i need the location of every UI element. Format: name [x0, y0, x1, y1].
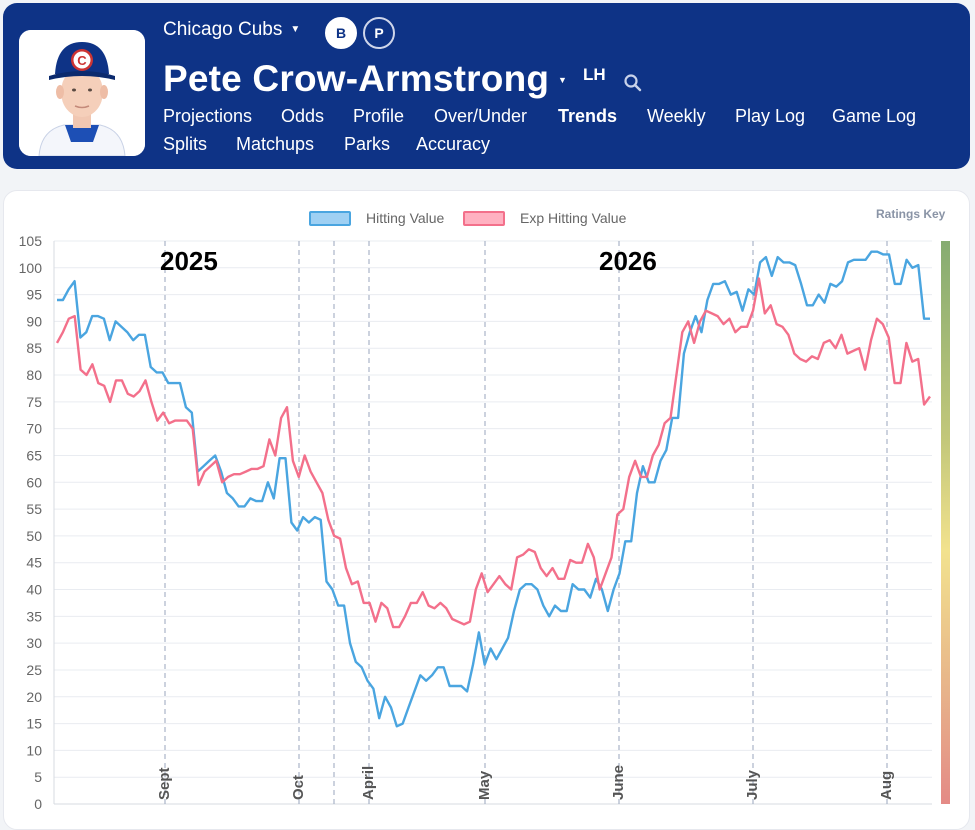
team-selector[interactable]: Chicago Cubs ▼ — [163, 19, 300, 41]
y-tick-label: 60 — [26, 474, 42, 490]
y-tick-label: 15 — [26, 716, 42, 732]
player-headshot: C — [19, 30, 145, 156]
y-tick-label: 80 — [26, 367, 42, 383]
y-tick-label: 40 — [26, 582, 42, 598]
pitcher-badge[interactable]: P — [363, 17, 395, 49]
tab-trends[interactable]: Trends — [558, 106, 618, 126]
legend-swatch-exp — [463, 211, 505, 226]
y-tick-label: 100 — [19, 260, 43, 276]
y-tick-label: 0 — [34, 796, 42, 812]
tab-play-log[interactable]: Play Log — [735, 106, 806, 126]
series-line-exp-hitting-value — [55, 277, 931, 629]
month-label: June — [610, 765, 627, 800]
chart-series — [55, 250, 931, 728]
y-tick-label: 55 — [26, 501, 42, 517]
player-header: C Chicago Cubs ▼ B P Pete Crow-Armstrong … — [3, 3, 970, 169]
month-label: Sept — [156, 767, 173, 800]
y-tick-label: 30 — [26, 635, 42, 651]
tab-game-log[interactable]: Game Log — [832, 106, 917, 126]
tab-profile[interactable]: Profile — [353, 106, 405, 126]
y-tick-label: 25 — [26, 662, 42, 678]
y-tick-label: 65 — [26, 447, 42, 463]
ratings-key-label[interactable]: Ratings Key — [876, 207, 946, 221]
player-name[interactable]: Pete Crow-Armstrong — [163, 58, 550, 99]
y-tick-label: 35 — [26, 608, 42, 624]
month-label: Oct — [290, 775, 307, 800]
y-tick-label: 70 — [26, 421, 42, 437]
y-tick-label: 105 — [19, 233, 43, 249]
tab-weekly[interactable]: Weekly — [647, 106, 706, 126]
y-tick-label: 20 — [26, 689, 42, 705]
y-axis: 0 5 10 15 20 25 30 35 40 45 50 55 60 65 70 75 80 85 90 95 10… — [19, 233, 43, 812]
tab-accuracy[interactable]: Accuracy — [416, 134, 491, 154]
year-label-2025: 2025 — [160, 246, 218, 276]
tab-odds[interactable]: Odds — [281, 106, 325, 126]
search-icon[interactable] — [623, 73, 643, 93]
month-labels: Sept Oct April May June July Aug — [156, 765, 895, 800]
batter-badge[interactable]: B — [325, 17, 357, 49]
legend-label-exp: Exp Hitting Value — [520, 210, 627, 226]
y-tick-label: 95 — [26, 287, 42, 303]
year-label-2026: 2026 — [599, 246, 657, 276]
month-label: Aug — [878, 771, 895, 800]
y-tick-label: 10 — [26, 742, 42, 758]
y-tick-label: 5 — [34, 769, 42, 785]
legend-label-hitting: Hitting Value — [366, 210, 445, 226]
ratings-key-gradient — [941, 241, 950, 804]
tab-over-under[interactable]: Over/Under — [434, 106, 528, 126]
tab-parks[interactable]: Parks — [344, 134, 391, 154]
legend-swatch-hitting — [309, 211, 351, 226]
y-tick-label: 90 — [26, 313, 42, 329]
tab-matchups[interactable]: Matchups — [236, 134, 315, 154]
month-dividers — [164, 241, 888, 804]
tab-projections[interactable]: Projections — [163, 106, 253, 126]
team-name: Chicago Cubs — [163, 19, 283, 40]
svg-text:C: C — [77, 53, 87, 68]
tab-splits[interactable]: Splits — [163, 134, 208, 154]
month-label: April — [360, 766, 377, 800]
y-tick-label: 45 — [26, 555, 42, 571]
y-tick-label: 75 — [26, 394, 42, 410]
series-line-hitting-value — [57, 250, 930, 728]
handedness-label: LH — [583, 65, 606, 84]
y-tick-label: 50 — [26, 528, 42, 544]
chart-grid — [53, 240, 932, 805]
y-tick-label: 85 — [26, 340, 42, 356]
month-label: July — [744, 769, 761, 800]
team-caret-icon: ▼ — [290, 24, 301, 36]
name-caret-icon[interactable]: ▼ — [558, 75, 567, 85]
month-label: May — [476, 770, 493, 800]
